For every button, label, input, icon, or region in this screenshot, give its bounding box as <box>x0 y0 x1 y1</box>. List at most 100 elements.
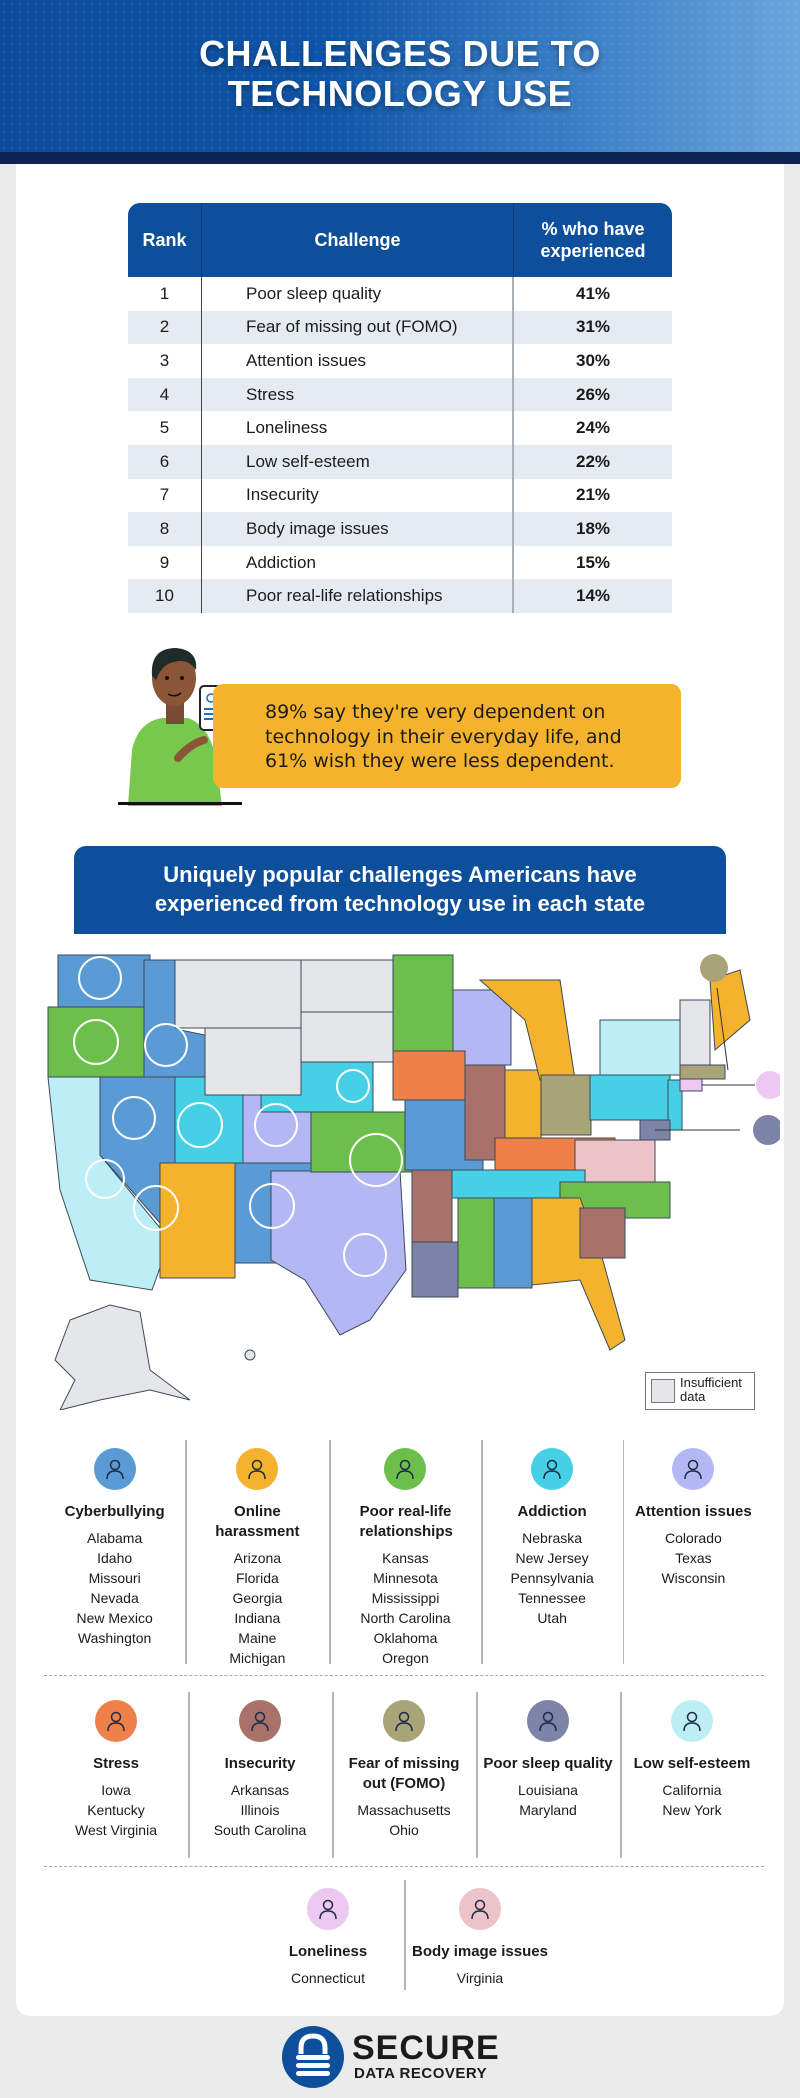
state-connecticut <box>679 1078 703 1092</box>
rank-cell: 8 <box>128 512 202 546</box>
state-name: North Carolina <box>360 1610 451 1626</box>
state-list: California New York <box>620 1780 764 1820</box>
dependency-callout: 89% say they're very dependent on techno… <box>213 684 681 788</box>
category-title: Poor sleep quality <box>483 1755 613 1772</box>
state-name: Louisiana <box>518 1782 578 1798</box>
category-fear-of-missing-out-fomo: Fear of missing out (FOMO) Massachusetts… <box>332 1692 476 1858</box>
state-montana <box>174 959 304 1029</box>
loneliness-callout-icon <box>756 1071 780 1099</box>
table-row: 10 Poor real-life relationships 14% <box>128 579 672 613</box>
state-name: California <box>662 1782 722 1798</box>
challenge-cell: Poor sleep quality <box>202 277 514 311</box>
state-name: Ohio <box>389 1822 419 1838</box>
state-georgia-florida <box>531 1197 626 1351</box>
state-pennsylvania <box>589 1074 671 1121</box>
state-name: Virginia <box>456 1970 504 1986</box>
us-states-map <box>47 954 780 1410</box>
state-list: Kansas Minnesota Mississippi North Carolina… <box>329 1548 481 1668</box>
category-loneliness: Loneliness Connecticut <box>252 1880 404 1990</box>
header-banner: CHALLENGES DUE TO TECHNOLOGY USE <box>0 0 800 152</box>
state-alaska <box>54 1304 191 1410</box>
state-name: Utah <box>537 1610 567 1626</box>
state-list: Nebraska New Jersey Pennsylvania Tennessee U… <box>481 1528 622 1628</box>
secure-data-recovery-logo: SECURE DATA RECOVERY <box>282 2026 522 2090</box>
state-name: New Mexico <box>76 1610 153 1626</box>
state-name: Nevada <box>90 1590 139 1606</box>
brand-subtitle: DATA RECOVERY <box>354 2065 488 2082</box>
category-addiction: Addiction Nebraska New Jersey Pennsylvania… <box>481 1440 622 1664</box>
column-header-challenge: Challenge <box>202 203 514 277</box>
table-header: Rank Challenge % who have experienced <box>128 203 672 277</box>
category-title: Addiction <box>517 1503 587 1520</box>
rank-cell: 2 <box>128 310 202 345</box>
state-name: Wisconsin <box>661 1570 726 1586</box>
state-name: Maryland <box>519 1802 577 1818</box>
state-name: Illinois <box>240 1802 280 1818</box>
state-name: Nebraska <box>522 1530 583 1546</box>
state-name: Oregon <box>382 1650 429 1666</box>
state-arizona <box>159 1162 236 1279</box>
state-new-york <box>599 1019 686 1076</box>
category-cyberbullying: Cyberbullying Alabama Idaho Missouri Nevada… <box>44 1440 185 1664</box>
challenge-cell: Body image issues <box>202 512 514 546</box>
state-virginia <box>574 1139 656 1183</box>
online-harassment-icon <box>236 1448 279 1490</box>
state-name: Connecticut <box>291 1970 365 1986</box>
table-row: 1 Poor sleep quality 41% <box>128 277 672 311</box>
rank-cell: 10 <box>128 579 202 613</box>
insecurity-icon <box>239 1700 281 1742</box>
category-row-1: Cyberbullying Alabama Idaho Missouri Nevada… <box>44 1440 764 1666</box>
state-name: Florida <box>235 1570 279 1586</box>
dashed-divider <box>44 1866 764 1867</box>
category-row-3: Loneliness Connecticut Body image issues… <box>44 1880 764 1990</box>
state-name: Colorado <box>664 1530 722 1546</box>
state-wyoming <box>204 1027 302 1096</box>
state-list: Virginia <box>404 1968 556 1988</box>
state-name: Massachusetts <box>357 1802 451 1818</box>
rank-cell: 7 <box>128 478 202 513</box>
state-south-dakota <box>300 1011 394 1063</box>
state-list: Alabama Idaho Missouri Nevada New Mexico Wash… <box>44 1528 185 1648</box>
state-oregon <box>47 1006 145 1078</box>
category-title: Stress <box>93 1755 139 1772</box>
category-title: Low self-esteem <box>633 1755 751 1772</box>
poor-sleep-callout-icon <box>753 1115 780 1145</box>
percent-cell: 18% <box>575 518 611 538</box>
rank-cell: 6 <box>128 444 202 479</box>
table-row: 6 Low self-esteem 22% <box>128 444 672 479</box>
fomo-icon <box>383 1700 425 1742</box>
brand-name: SECURE <box>352 2029 500 2067</box>
map-section-title: Uniquely popular challenges Americans ha… <box>74 846 726 934</box>
state-name: New Jersey <box>515 1550 589 1566</box>
state-list: Iowa Kentucky West Virginia <box>44 1780 188 1840</box>
state-name: Maine <box>238 1630 277 1646</box>
category-title: Attention issues <box>635 1503 752 1520</box>
column-header-percent: % who have experienced <box>540 219 646 261</box>
callout-text: 89% say they're very dependent on techno… <box>265 701 622 772</box>
state-name: Kansas <box>382 1550 429 1566</box>
state-name: Mississippi <box>371 1590 440 1606</box>
state-name: Kentucky <box>87 1802 145 1818</box>
legend-label: Insufficient data <box>680 1375 742 1404</box>
page-title: CHALLENGES DUE TO TECHNOLOGY USE <box>199 33 601 114</box>
map-legend: Insufficient data <box>645 1372 755 1410</box>
category-poor-real-life-relationships: Poor real-life relationships Kansas Minne… <box>329 1440 481 1666</box>
state-name: Pennsylvania <box>510 1570 594 1586</box>
state-name: Tennessee <box>518 1590 586 1606</box>
state-ohio <box>540 1074 592 1136</box>
legend-swatch-insufficient <box>651 1379 675 1403</box>
challenge-cell: Insecurity <box>202 478 514 513</box>
state-name: Indiana <box>234 1610 281 1626</box>
state-vermont-nh <box>679 999 711 1066</box>
table-row: 7 Insecurity 21% <box>128 478 672 513</box>
low-self-esteem-icon <box>671 1700 713 1742</box>
category-title: Loneliness <box>288 1943 368 1960</box>
state-name: Iowa <box>101 1782 131 1798</box>
phone-tap-icon <box>531 1448 574 1490</box>
category-insecurity: Insecurity Arkansas Illinois South Carolin… <box>188 1692 332 1858</box>
state-iowa <box>392 1050 466 1101</box>
rank-cell: 1 <box>128 277 202 311</box>
challenge-cell: Poor real-life relationships <box>202 579 514 613</box>
table-body: 1 Poor sleep quality 41% 2 Fear of missing o… <box>128 277 672 613</box>
